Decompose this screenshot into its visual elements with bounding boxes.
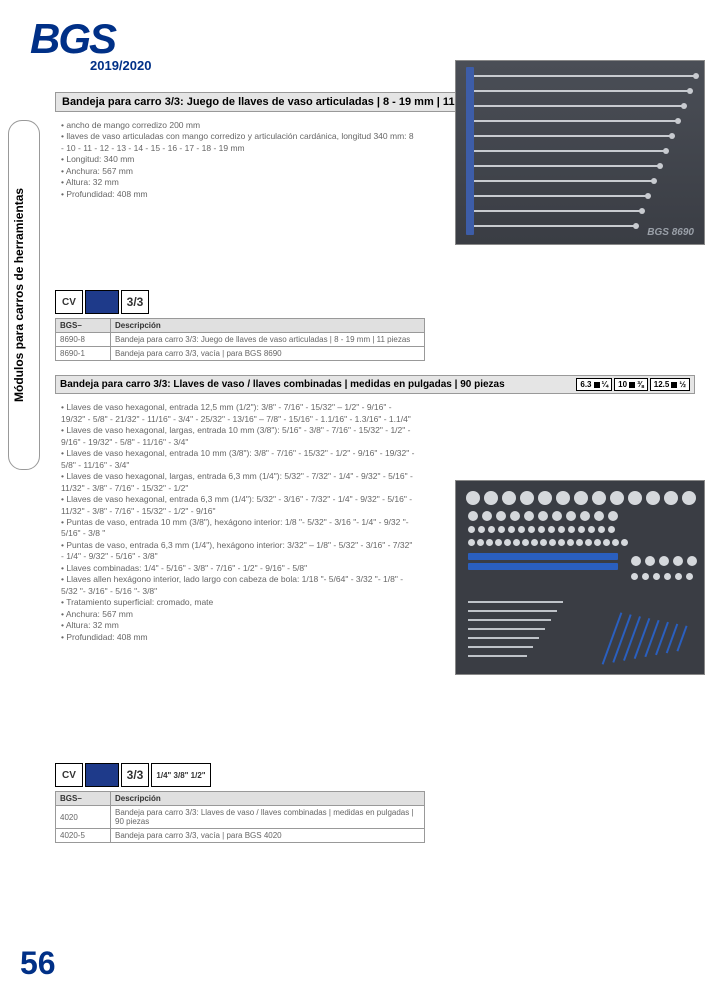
table-cell: 8690-8 — [56, 333, 111, 347]
drive-badges: 6.3 ¼10 ⅜12.5 ½ — [576, 378, 690, 391]
table-row: 4020-5Bandeja para carro 3/3, vacía | pa… — [56, 829, 425, 843]
bullet-item: Puntas de vaso, entrada 6,3 mm (1/4"), h… — [61, 540, 415, 563]
product2-badges: CV 3/3 1/4" 3/8" 1/2" — [55, 763, 695, 787]
bullet-item: Anchura: 567 mm — [61, 166, 415, 177]
bullet-item: Profundidad: 408 mm — [61, 189, 415, 200]
badge-fraction: 3/3 — [121, 763, 149, 787]
table-cell: 4020-5 — [56, 829, 111, 843]
product2-title-bar: Bandeja para carro 3/3: Llaves de vaso /… — [55, 375, 695, 394]
product1-table: BGS– Descripción 8690-8Bandeja para carr… — [55, 318, 425, 361]
badge-fraction: 3/3 — [121, 290, 149, 314]
product2-table: BGS– Descripción 4020Bandeja para carro … — [55, 791, 425, 843]
table-row: 8690-1Bandeja para carro 3/3, vacía | pa… — [56, 347, 425, 361]
table-row: 4020Bandeja para carro 3/3: Llaves de va… — [56, 806, 425, 829]
table-cell: 8690-1 — [56, 347, 111, 361]
table-row: 8690-8Bandeja para carro 3/3: Juego de l… — [56, 333, 425, 347]
bullet-item: Llaves de vaso hexagonal, entrada 10 mm … — [61, 448, 415, 471]
page-number: 56 — [20, 945, 56, 982]
table-cell: Bandeja para carro 3/3, vacía | para BGS… — [111, 347, 425, 361]
table-header: BGS– — [56, 319, 111, 333]
bullet-item: Llaves de vaso hexagonal, entrada 12,5 m… — [61, 402, 415, 425]
product1-image-label: BGS 8690 — [647, 227, 694, 238]
table-header: BGS– — [56, 792, 111, 806]
bullet-item: ancho de mango corredizo 200 mm — [61, 120, 415, 131]
drive-badge: 12.5 ½ — [650, 378, 690, 391]
drive-badge: 10 ⅜ — [614, 378, 648, 391]
product1-image: BGS 8690 — [455, 60, 705, 245]
logo-year: 2019/2020 — [90, 58, 151, 73]
table-cell: Bandeja para carro 3/3: Juego de llaves … — [111, 333, 425, 347]
badge-color — [85, 290, 119, 314]
badge-color — [85, 763, 119, 787]
bullet-item: Profundidad: 408 mm — [61, 632, 415, 643]
badge-drives: 1/4" 3/8" 1/2" — [151, 763, 211, 787]
product2-title: Bandeja para carro 3/3: Llaves de vaso /… — [60, 379, 505, 390]
table-header: Descripción — [111, 792, 425, 806]
logo: BGS 2019/2020 — [30, 15, 151, 73]
table-header: Descripción — [111, 319, 425, 333]
bullet-item: Llaves combinadas: 1/4" - 5/16" - 3/8" -… — [61, 563, 415, 574]
table-cell: Bandeja para carro 3/3: Llaves de vaso /… — [111, 806, 425, 829]
bullet-item: Anchura: 567 mm — [61, 609, 415, 620]
table-cell: 4020 — [56, 806, 111, 829]
product1-bullets: ancho de mango corredizo 200 mmllaves de… — [55, 120, 415, 200]
product2-image — [455, 480, 705, 675]
bullet-item: Tratamiento superficial: cromado, mate — [61, 597, 415, 608]
logo-brand: BGS — [30, 15, 151, 63]
bullet-item: Altura: 32 mm — [61, 620, 415, 631]
bullet-item: Llaves allen hexágono interior, lado lar… — [61, 574, 415, 597]
bullet-item: Puntas de vaso, entrada 10 mm (3/8"), he… — [61, 517, 415, 540]
product1-badges: CV 3/3 — [55, 290, 695, 314]
badge-cv: CV — [55, 290, 83, 314]
bullet-item: llaves de vaso articuladas con mango cor… — [61, 131, 415, 154]
bullet-item: Altura: 32 mm — [61, 177, 415, 188]
bullet-item: Longitud: 340 mm — [61, 154, 415, 165]
bullet-item: Llaves de vaso hexagonal, largas, entrad… — [61, 471, 415, 494]
product2-bullets: Llaves de vaso hexagonal, entrada 12,5 m… — [55, 402, 415, 643]
bullet-item: Llaves de vaso hexagonal, largas, entrad… — [61, 425, 415, 448]
bullet-item: Llaves de vaso hexagonal, entrada 6,3 mm… — [61, 494, 415, 517]
side-tab-label: Módulos para carros de herramientas — [12, 130, 32, 460]
table-cell: Bandeja para carro 3/3, vacía | para BGS… — [111, 829, 425, 843]
drive-badge: 6.3 ¼ — [576, 378, 612, 391]
badge-cv: CV — [55, 763, 83, 787]
